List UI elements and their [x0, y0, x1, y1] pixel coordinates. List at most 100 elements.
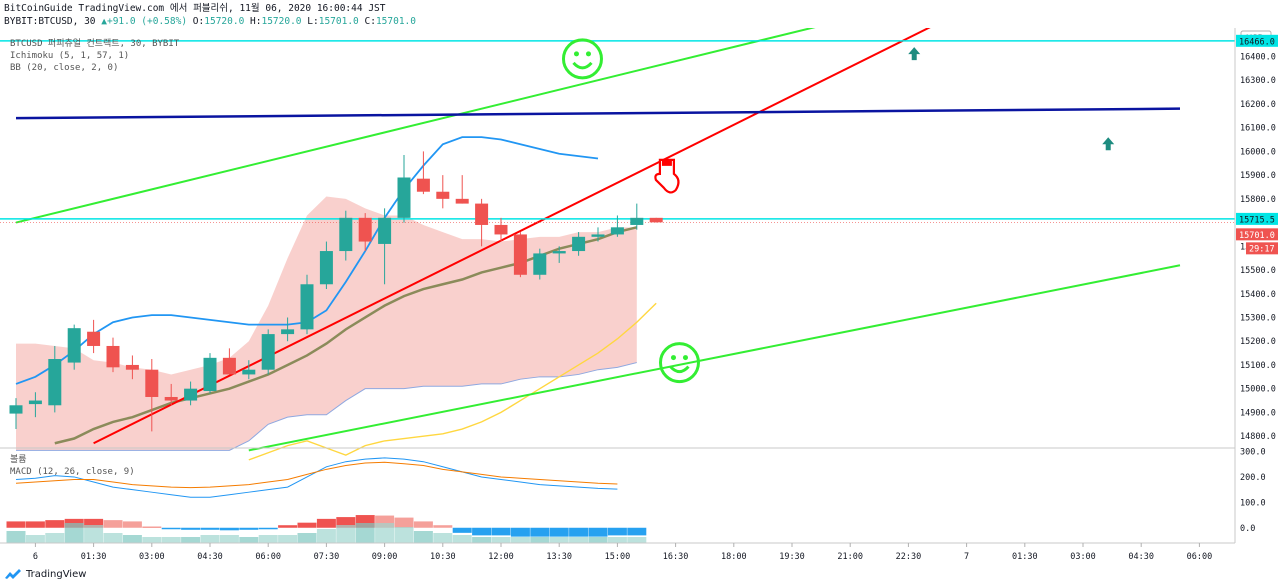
candle-body [378, 217, 392, 244]
volume-bar [510, 537, 530, 543]
macd-tick-label: 200.0 [1240, 473, 1266, 483]
legend-bb[interactable]: BB (20, close, 2, 0) [10, 63, 119, 73]
macd-histogram-bar [316, 518, 336, 528]
last-price-tag-bg [1236, 228, 1278, 241]
price-tick-label: 15500.0 [1240, 266, 1276, 276]
arrow-up-icon [908, 47, 921, 61]
time-tick-label: 6 [33, 552, 38, 562]
price-tick-label: 15000.0 [1240, 385, 1276, 395]
volume-bar [278, 535, 298, 543]
macd-histogram-bar [122, 521, 142, 528]
candle-body [513, 234, 527, 275]
macd-histogram-bar [84, 518, 104, 528]
macd-histogram-bar [472, 527, 492, 536]
macd-histogram-bar [452, 527, 472, 533]
close-value: 15701.0 [375, 16, 416, 27]
trend-line-red-2 [93, 28, 931, 445]
time-tick-label: 22:30 [896, 552, 922, 562]
candle-body [87, 331, 101, 346]
close-label: C: [364, 16, 376, 27]
macd-histogram-bar [433, 525, 453, 528]
resistance-price-tag-bg [1236, 34, 1278, 47]
candle-body [9, 405, 23, 414]
volume-bar [413, 531, 433, 543]
macd-histogram-bar [588, 527, 608, 537]
candle-body [397, 177, 411, 218]
time-tick-label: 01:30 [81, 552, 107, 562]
support-price-tag-bg [1236, 212, 1278, 225]
smiley-face-icon-mouth [572, 61, 593, 70]
price-axis-background [1235, 28, 1280, 568]
volume-bar [200, 535, 220, 543]
price-tick-label: 15800.0 [1240, 195, 1276, 205]
time-tick-label: 03:00 [1070, 552, 1096, 562]
price-tick-label: 15200.0 [1240, 337, 1276, 347]
macd-histogram-bar [258, 527, 278, 530]
volume-bar [433, 533, 453, 543]
time-tick-label: 7 [964, 552, 969, 562]
low-value: 15701.0 [318, 16, 359, 27]
macd-histogram-bar [25, 521, 45, 528]
publish-header: BitCoinGuide TradingView.com 에서 퍼블리쉬, 11… [4, 3, 385, 15]
macd-tick-label: 0.0 [1240, 524, 1255, 534]
macd-histogram-bar [510, 527, 530, 537]
time-tick-label: 19:30 [779, 552, 805, 562]
macd-histogram-bar [627, 527, 647, 536]
time-tick-label: 18:00 [721, 552, 747, 562]
price-tick-label: 14900.0 [1240, 408, 1276, 418]
arrow-up-icon [1102, 137, 1115, 151]
volume-bar [336, 525, 356, 543]
macd-histogram-bar [297, 522, 317, 528]
time-tick-label: 15:00 [605, 552, 631, 562]
cloud-lower-edge [16, 362, 637, 451]
candle-body [552, 251, 566, 254]
confused-face-icon [658, 342, 700, 384]
macd-histogram-bar [549, 527, 569, 537]
volume-bar [25, 535, 45, 543]
candle-body [261, 334, 275, 370]
volume-bar [607, 537, 627, 543]
high-value: 15720.0 [261, 16, 302, 27]
candle-body [339, 217, 353, 252]
volume-bar [394, 527, 414, 543]
price-tick-label: 14800.0 [1240, 432, 1276, 442]
footer: TradingView [4, 568, 86, 580]
macd-histogram-bar [6, 521, 26, 528]
candle-body [184, 388, 198, 401]
change-value: +91.0 (+0.58%) [106, 16, 188, 27]
candle-body [222, 357, 236, 375]
time-tick-label: 13:30 [546, 552, 572, 562]
open-value: 15720.0 [204, 16, 245, 27]
symbol-label: BYBIT:BTCUSD, 30 [4, 16, 96, 27]
volume-bar [627, 537, 647, 543]
smiley-face-icon [561, 38, 603, 80]
volume-bar [258, 535, 278, 543]
time-tick-label: 16:30 [663, 552, 689, 562]
candle-body [164, 396, 178, 401]
volume-bar [549, 537, 569, 543]
price-tick-label: 16000.0 [1240, 147, 1276, 157]
chart[interactable]: 16400.0 16300.0 16200.0 16100.0 16000.0 15900… [0, 28, 1280, 568]
volume-bar [491, 537, 511, 543]
confused-face-icon-mouth [669, 365, 690, 374]
macd-histogram-bar [45, 520, 65, 528]
change-arrow-icon: ▲ [101, 16, 107, 27]
price-tick-label: 15300.0 [1240, 313, 1276, 323]
candle-body [416, 178, 430, 192]
candle-body [106, 345, 120, 368]
volume-bar [122, 535, 142, 543]
macd-histogram-bar [278, 525, 298, 528]
macd-histogram-bar [569, 527, 589, 537]
low-label: L: [307, 16, 319, 27]
time-tick-label: 01:30 [1012, 552, 1038, 562]
volume-bar [472, 537, 492, 543]
candle-body [242, 369, 256, 375]
price-tick-label: 16300.0 [1240, 76, 1276, 86]
time-tick-label: 04:30 [197, 552, 223, 562]
candle-body [572, 236, 586, 252]
legend-ichimoku[interactable]: Ichimoku (5, 1, 57, 1) [10, 51, 130, 61]
volume-bar [6, 531, 26, 543]
macd-histogram-bar [239, 527, 259, 530]
tradingview-logo-icon [5, 569, 21, 579]
legend-macd[interactable]: MACD (12, 26, close, 9) [10, 467, 135, 477]
